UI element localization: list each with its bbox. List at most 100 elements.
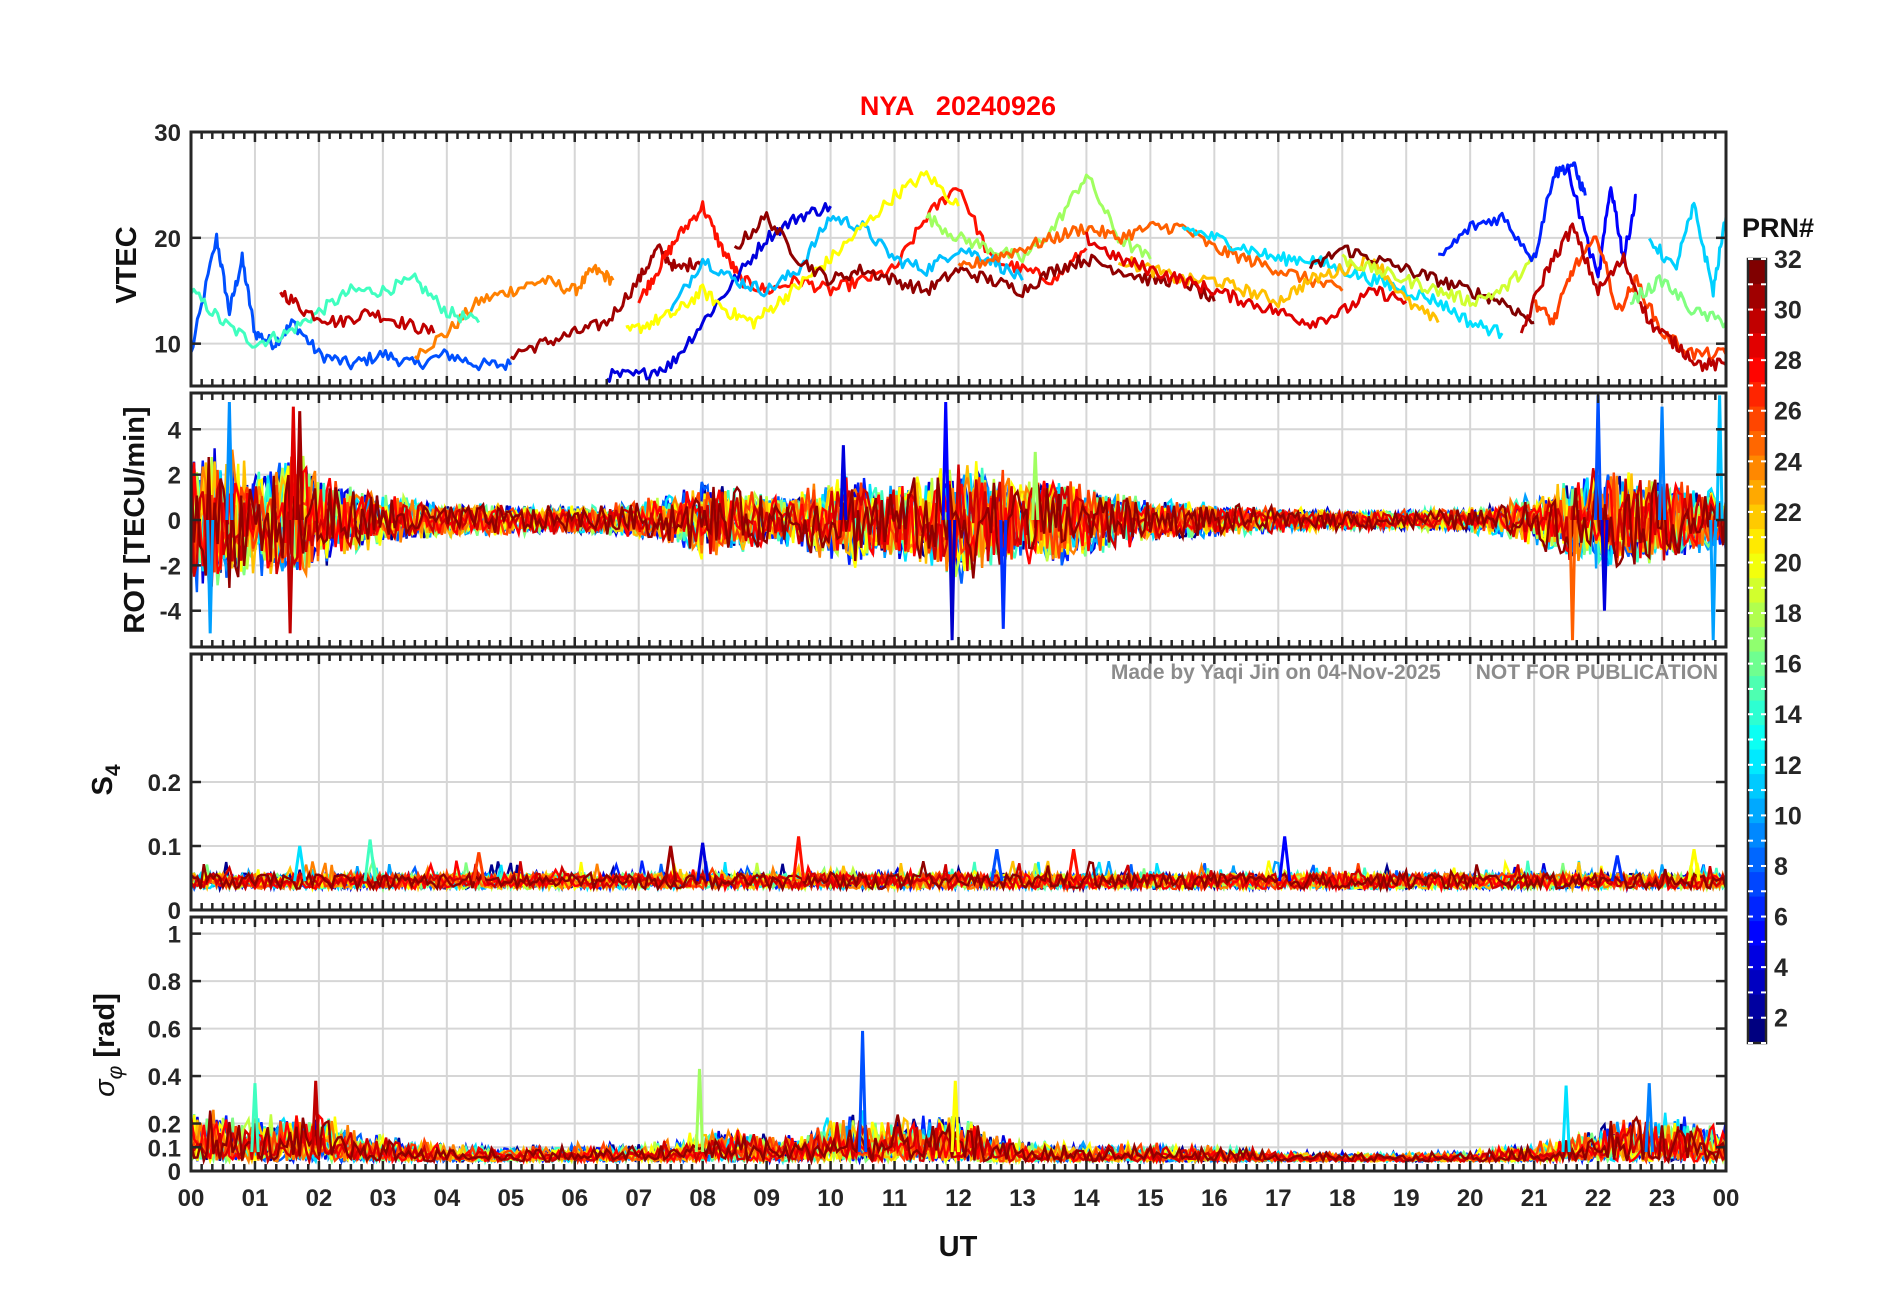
y-tick-label-rot: -2 — [160, 553, 181, 580]
colorbar-segment — [1748, 602, 1766, 628]
y-tick-label-sigma: 0.6 — [148, 1017, 181, 1044]
colorbar-segment — [1748, 381, 1766, 407]
sigma-phi-panel: 00.10.2 0.4 0.6 0.8 1 00 01 02 03 04 05 06 07 08 09 10 1… — [148, 915, 1740, 1212]
rot-spike-2 — [225, 402, 234, 521]
colorbar-segment — [1748, 577, 1766, 603]
rot-spike-16 — [1715, 395, 1724, 521]
colorbar-tick-label: 30 — [1774, 297, 1802, 325]
colorbar-segment — [1748, 455, 1766, 481]
colorbar-segment — [1748, 1018, 1766, 1044]
y-tick-label-sigma: 0.1 — [148, 1135, 181, 1162]
colorbar-segment — [1748, 357, 1766, 383]
sigma-peak-6 — [1561, 1085, 1571, 1153]
s4-peak-9 — [1278, 836, 1292, 882]
x-tick-label: 16 — [1201, 1185, 1228, 1212]
vtec-series-prn-31 — [733, 211, 1216, 303]
x-tick-label: 07 — [625, 1185, 652, 1212]
colorbar-tick-label: 18 — [1774, 600, 1802, 628]
rot-spike-6 — [839, 445, 848, 521]
rot-spike-9 — [999, 519, 1008, 629]
watermark: Made by Yaqi Jin on 04-Nov-2025 NOT FOR … — [1111, 661, 1718, 684]
vtec-series-prn-3 — [605, 202, 832, 383]
x-tick-label: 11 — [882, 1185, 907, 1212]
y-axis-label-sigma-phi: σφ [rad] — [89, 993, 127, 1097]
x-tick-label: 02 — [306, 1185, 333, 1212]
chart-title: NYA 20240926 — [860, 91, 1056, 121]
y-tick-label-s4: 0 — [168, 898, 181, 925]
colorbar-segment — [1748, 994, 1766, 1020]
colorbar-segment — [1748, 700, 1766, 726]
x-tick-label: 19 — [1393, 1185, 1420, 1212]
vtec-series-prn-25 — [957, 220, 1344, 292]
colorbar-segment — [1748, 651, 1766, 677]
colorbar-segment — [1748, 822, 1766, 848]
vtec-series-prn-18 — [1341, 253, 1536, 308]
rot-spike-4 — [289, 406, 298, 521]
colorbar-segment — [1748, 749, 1766, 775]
colorbar-tick-label: 22 — [1774, 499, 1802, 527]
vtec-series-prn-16 — [1629, 274, 1726, 329]
y-axis-label-vtec: VTEC — [111, 226, 143, 303]
vtec-panel: 10 20 30 — [154, 120, 1728, 388]
colorbar-segment — [1748, 553, 1766, 579]
vtec-series-prn-30 — [279, 289, 436, 335]
s4-peak-5 — [791, 836, 806, 882]
y-tick-label-sigma: 1 — [168, 922, 181, 949]
s4-peak-8 — [1067, 848, 1081, 882]
y-tick-label-s4: 0.2 — [148, 770, 181, 797]
x-tick-label: 20 — [1457, 1185, 1484, 1212]
s4-series-16 — [191, 860, 1726, 894]
y-axis-label-rot: ROT [TECU/min] — [119, 406, 151, 633]
colorbar-tick-label: 6 — [1774, 904, 1788, 932]
y-tick-label-sigma: 0.8 — [148, 969, 181, 996]
x-tick-label: 22 — [1585, 1185, 1612, 1212]
x-tick-label: 00 — [1713, 1185, 1740, 1212]
x-tick-label: 01 — [242, 1185, 269, 1212]
vtec-series-prn-20 — [625, 170, 960, 335]
colorbar-tick-label: 14 — [1774, 701, 1802, 729]
colorbar-segment — [1748, 945, 1766, 971]
y-axis-label-s4: S4 — [87, 764, 125, 795]
colorbar-segment — [1748, 430, 1766, 456]
colorbar-segment — [1748, 308, 1766, 334]
x-tick-label: 18 — [1329, 1185, 1356, 1212]
vtec-series-prn-29 — [1519, 222, 1726, 373]
x-tick-label: 09 — [753, 1185, 780, 1212]
rot-spike-15 — [1709, 519, 1718, 641]
vtec-series-prn-24 — [413, 263, 615, 361]
x-tick-label: 12 — [945, 1185, 972, 1212]
vtec-series-prn-28 — [1084, 231, 1408, 330]
vtec-series-prn-11 — [1648, 201, 1726, 298]
x-tick-label: 00 — [178, 1185, 205, 1212]
colorbar-tick-label: 16 — [1774, 651, 1802, 679]
s4-peak-11 — [1687, 848, 1701, 882]
series-group-s4 — [191, 836, 1726, 894]
rot-spike-1 — [206, 519, 215, 634]
y-tick-label-vtec: 10 — [154, 332, 181, 359]
colorbar-segment — [1748, 871, 1766, 897]
rot-spike-13 — [1600, 519, 1609, 611]
colorbar-tick-label: 2 — [1774, 1005, 1788, 1033]
colorbar-tick-label: 8 — [1774, 853, 1788, 881]
sigma-peak-7 — [1644, 1083, 1654, 1153]
y-tick-label-sigma: 0.2 — [148, 1112, 181, 1139]
colorbar-segment — [1748, 406, 1766, 432]
colorbar-segment — [1748, 504, 1766, 530]
s4-peak-1 — [293, 845, 307, 882]
x-axis-label: UT — [939, 1231, 978, 1263]
y-tick-label-rot: 2 — [168, 463, 181, 490]
colorbar-tick-label: 24 — [1774, 448, 1802, 476]
rot-series-16 — [191, 456, 1726, 588]
colorbar-segment — [1748, 332, 1766, 358]
colorbar-segment — [1748, 798, 1766, 824]
vtec-series-prn-29 — [509, 243, 705, 361]
colorbar-tick-label: 32 — [1774, 246, 1802, 274]
x-tick-label: 23 — [1649, 1185, 1676, 1212]
y-tick-label-s4: 0.1 — [148, 834, 181, 861]
rot-spike-7 — [941, 402, 950, 521]
vtec-series-prn-4 — [1566, 167, 1637, 279]
colorbar-tick-label: 26 — [1774, 398, 1802, 426]
rot-spike-11 — [1568, 519, 1577, 641]
rot-spike-14 — [1657, 406, 1667, 521]
series-group-vtec — [191, 161, 1726, 383]
